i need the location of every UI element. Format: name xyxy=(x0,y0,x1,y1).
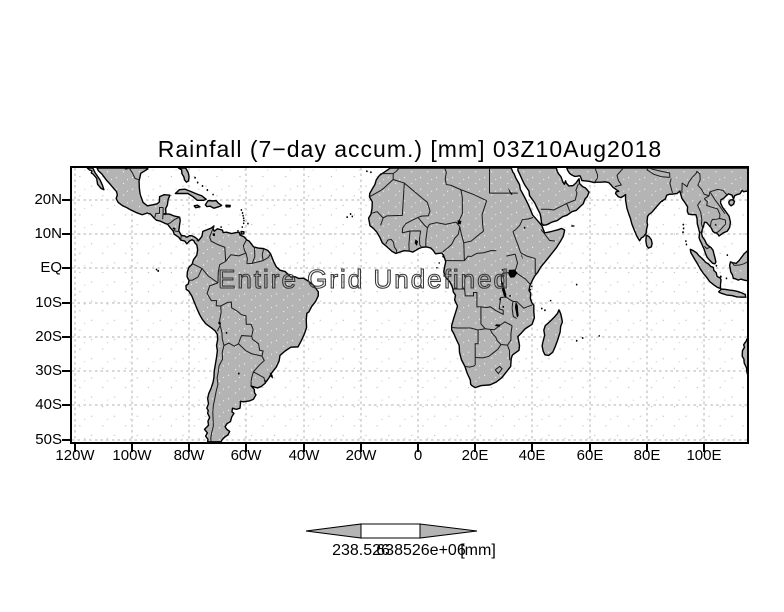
x-tick xyxy=(131,444,133,452)
map-plot-area xyxy=(70,166,749,444)
jamaica xyxy=(194,205,200,208)
puerto-rico xyxy=(226,205,230,207)
sri-lanka xyxy=(646,235,652,248)
hispaniola xyxy=(205,201,221,209)
x-axis-label: 20E xyxy=(461,447,489,464)
y-tick xyxy=(62,233,72,235)
africa-landmass xyxy=(369,168,565,388)
entire-grid-undefined-text: Entire Grid Undefined xyxy=(217,263,511,294)
asia-landmass xyxy=(567,168,747,264)
x-tick xyxy=(646,444,648,452)
x-axis-label: 0 xyxy=(413,447,423,464)
x-tick xyxy=(531,444,533,452)
x-tick xyxy=(417,444,419,452)
x-axis-label: 80W xyxy=(173,447,205,464)
y-axis-label: 10S xyxy=(35,294,62,311)
colorbar-left-label: 238.526 xyxy=(332,542,390,559)
landmass-coastlines xyxy=(87,168,747,442)
x-axis-label: 60E xyxy=(576,447,604,464)
x-axis-label: 40E xyxy=(518,447,546,464)
x-axis-label: 120W xyxy=(55,447,95,464)
colorbar-right-label: 638526e+06 xyxy=(376,542,466,559)
borneo xyxy=(730,249,747,280)
x-axis-label: 20W xyxy=(345,447,377,464)
y-axis-label: 20S xyxy=(35,328,62,345)
baja-california xyxy=(87,168,104,190)
y-axis-label: EQ xyxy=(40,259,62,276)
colorbar-unit-label: [mm] xyxy=(460,542,496,559)
y-tick xyxy=(62,302,72,304)
sumatra xyxy=(690,249,721,288)
x-axis-label: 80E xyxy=(633,447,661,464)
country-borders xyxy=(124,168,747,442)
x-axis-label: 60W xyxy=(230,447,262,464)
y-tick xyxy=(62,404,72,406)
colorbar xyxy=(305,523,478,539)
x-tick xyxy=(703,444,705,452)
y-axis-label: 20N xyxy=(34,191,62,208)
florida xyxy=(178,168,189,182)
x-tick xyxy=(188,444,190,452)
x-axis-label: 100E xyxy=(686,447,722,464)
colorbar-left-arrow xyxy=(305,523,362,539)
hainan xyxy=(729,200,735,206)
y-tick xyxy=(62,199,72,201)
y-tick xyxy=(62,370,72,372)
arabian-peninsula xyxy=(518,168,589,225)
y-axis-label: 30S xyxy=(35,362,62,379)
madagascar xyxy=(542,310,562,356)
colorbar-right-arrow xyxy=(419,523,478,539)
trinidad xyxy=(241,232,244,234)
colorbar-middle-segment xyxy=(360,523,421,539)
plot-title: Rainfall (7−day accum.) [mm] 03Z10Aug201… xyxy=(157,136,663,162)
y-tick xyxy=(62,439,72,441)
map-canvas xyxy=(72,168,747,442)
x-axis-label: 100W xyxy=(112,447,152,464)
y-tick xyxy=(62,336,72,338)
y-tick xyxy=(62,267,72,269)
y-axis-label: 50S xyxy=(35,431,62,448)
java xyxy=(719,289,746,297)
x-tick xyxy=(245,444,247,452)
small-islands xyxy=(155,170,747,375)
x-tick xyxy=(360,444,362,452)
x-tick xyxy=(474,444,476,452)
australia-west-coast xyxy=(742,337,747,380)
x-tick xyxy=(74,444,76,452)
x-tick xyxy=(303,444,305,452)
y-axis-label: 10N xyxy=(34,225,62,242)
americas-landmass xyxy=(97,168,318,442)
x-tick xyxy=(589,444,591,452)
y-axis-label: 40S xyxy=(35,396,62,413)
cuba xyxy=(175,189,206,200)
x-axis-label: 40W xyxy=(288,447,320,464)
